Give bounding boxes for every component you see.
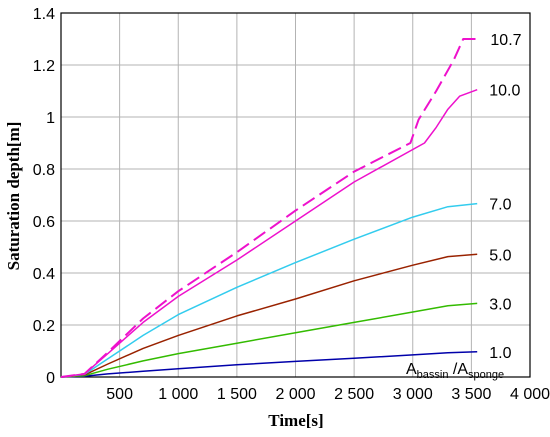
y-tick-label: 1.2 xyxy=(33,58,55,75)
y-axis-title: Saturation depth[m] xyxy=(4,122,23,271)
series-label-3-0: 3.0 xyxy=(489,296,511,313)
series-label-10-0: 10.0 xyxy=(489,83,520,100)
plot-frame xyxy=(60,12,531,378)
y-tick-label: 0.6 xyxy=(33,214,55,231)
series-line-3-0 xyxy=(60,302,478,378)
series-line-10-7 xyxy=(60,38,479,378)
series-labels: 1.0 3.0 5.0 7.0 10.0 10.7 xyxy=(489,32,521,362)
series-label-10-7: 10.7 xyxy=(490,32,521,49)
x-tick-label: 3 000 xyxy=(393,386,433,403)
series-label-7-0: 7.0 xyxy=(489,197,511,214)
series-label-1-0: 1.0 xyxy=(489,345,511,362)
y-tick-label: 1.4 xyxy=(33,6,55,23)
x-tick-label: 500 xyxy=(106,386,133,403)
y-tick-label: 0.8 xyxy=(33,162,55,179)
y-tick-label: 0.2 xyxy=(33,318,55,335)
x-axis-title: Time[s] xyxy=(268,411,323,430)
x-tick-label: 2 500 xyxy=(334,386,374,403)
series-line-10-0 xyxy=(60,88,478,378)
y-tick-labels: 0 0.2 0.4 0.6 0.8 1 1.2 1.4 xyxy=(33,6,55,387)
x-tick-labels: 500 1 000 1 500 2 000 2 500 3 000 3 500 4 000 xyxy=(106,386,550,403)
x-tick-label: 1 000 xyxy=(158,386,198,403)
series-lines xyxy=(60,38,479,378)
ratio-annotation: Abassin /Asponge xyxy=(406,361,504,381)
series-line-1-0 xyxy=(60,351,478,378)
x-tick-label: 1 500 xyxy=(217,386,257,403)
y-tick-label: 0 xyxy=(46,370,55,387)
y-tick-label: 0.4 xyxy=(33,266,55,283)
series-line-5-0 xyxy=(60,253,478,378)
grid-lines xyxy=(61,12,531,378)
x-tick-label: 4 000 xyxy=(510,386,550,403)
series-label-5-0: 5.0 xyxy=(489,247,511,264)
y-tick-label: 1 xyxy=(46,110,55,127)
x-tick-label: 2 000 xyxy=(275,386,315,403)
x-tick-label: 3 500 xyxy=(451,386,491,403)
series-line-7-0 xyxy=(60,202,478,378)
